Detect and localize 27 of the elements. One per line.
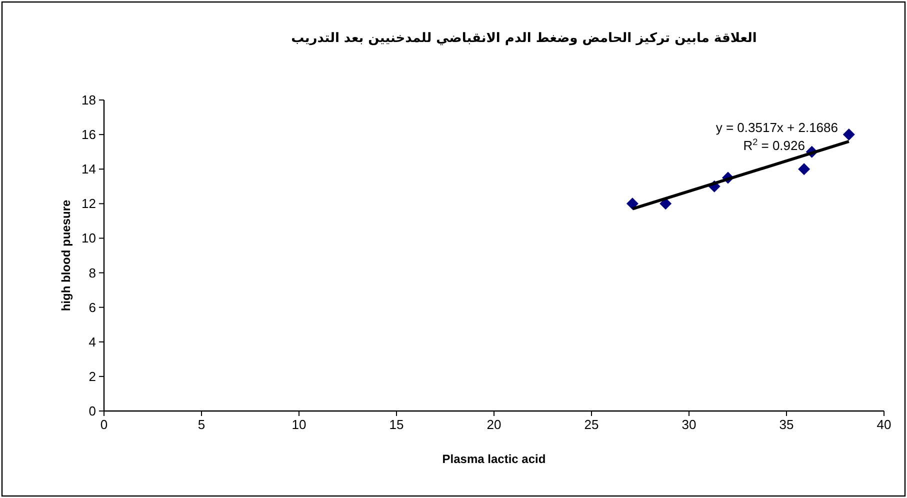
x-tick-label: 5: [198, 417, 206, 432]
y-tick-label: 14: [82, 162, 96, 177]
y-tick-label: 2: [88, 368, 96, 384]
y-tick-label: 18: [82, 92, 96, 108]
chart-title: العلاقة مابين تركيز الحامض وضغط الدم الانقباضي للمدخنيين بعد التدريب: [291, 31, 757, 46]
x-tick-label: 35: [779, 417, 794, 432]
y-tick-label: 12: [82, 196, 96, 212]
annotation: y = 0.3517x + 2.1686: [716, 120, 838, 135]
x-axis-title: Plasma lactic acid: [442, 452, 546, 466]
x-tick-label: 30: [682, 417, 696, 432]
x-tick-label: 20: [486, 417, 502, 432]
x-tick-label: 10: [292, 417, 306, 432]
point: [626, 198, 638, 210]
x-tick-label: 15: [389, 417, 404, 432]
point: [842, 128, 855, 141]
y-tick-label: 4: [88, 334, 96, 350]
annotation: R$^{2}$ = 0.926: [743, 137, 805, 153]
y-tick-label: 8: [88, 265, 96, 280]
x-tick-label: 40: [876, 417, 892, 432]
x-tick-label: 0: [100, 417, 108, 432]
y-tick-label: 6: [88, 300, 96, 315]
y-tick-label: 0: [88, 404, 96, 418]
y-axis-title: high blood puesure: [59, 200, 73, 312]
point: [798, 163, 810, 176]
x-tick-label: 25: [584, 417, 599, 432]
y-tick-label: 10: [82, 230, 96, 246]
y-tick-label: 16: [82, 127, 96, 142]
